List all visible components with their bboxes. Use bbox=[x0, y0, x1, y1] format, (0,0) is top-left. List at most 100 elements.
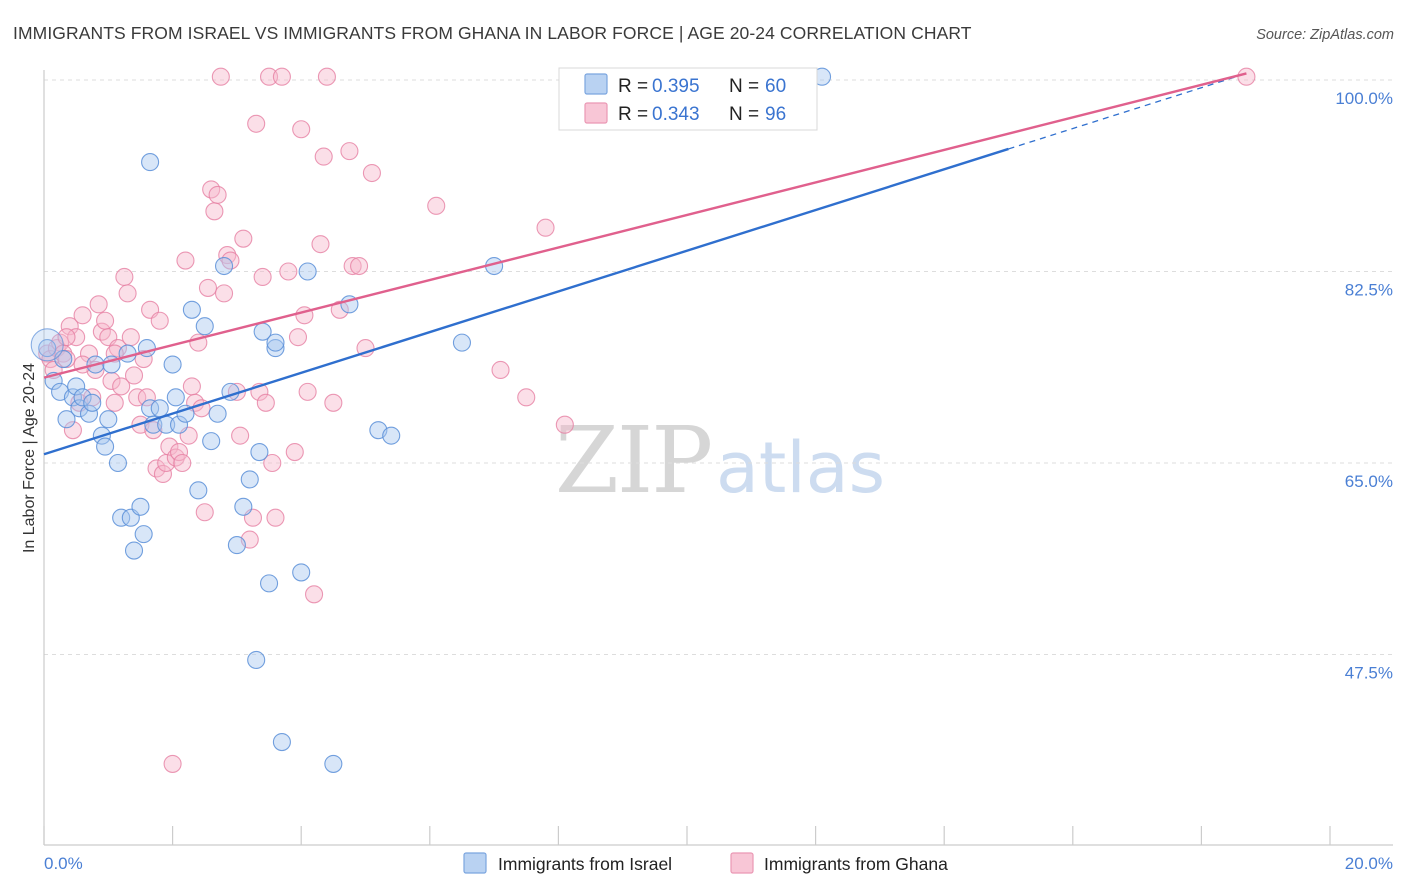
israel-point bbox=[182, 300, 201, 319]
ghana-point bbox=[150, 311, 169, 330]
ghana-point bbox=[298, 382, 317, 401]
ghana-point bbox=[256, 393, 275, 412]
israel-trend-extension bbox=[1008, 72, 1247, 150]
ghana-trend-line bbox=[43, 72, 1247, 379]
legend-ghana-label: Immigrants from Ghana bbox=[764, 854, 948, 874]
israel-point bbox=[166, 388, 185, 407]
ghana-point bbox=[1237, 67, 1256, 86]
israel-point bbox=[266, 339, 285, 358]
israel-point bbox=[298, 262, 317, 281]
ghana-point bbox=[73, 306, 92, 325]
chart-source: Source: ZipAtlas.com bbox=[1256, 27, 1394, 43]
ghana-point bbox=[195, 503, 214, 522]
israel-point bbox=[63, 388, 82, 407]
ghana-point bbox=[163, 754, 182, 773]
ghana-point bbox=[214, 284, 234, 303]
israel-point bbox=[83, 393, 102, 412]
ghana-point bbox=[272, 67, 291, 86]
ghana-point bbox=[89, 295, 108, 314]
israel-point bbox=[99, 410, 118, 429]
y-tick-label: 100.0% bbox=[1335, 89, 1393, 108]
ghana-point bbox=[176, 251, 195, 270]
ghana-point bbox=[211, 67, 230, 86]
chart-title: IMMIGRANTS FROM ISRAEL VS IMMIGRANTS FRO… bbox=[13, 23, 972, 43]
israel-point bbox=[108, 453, 127, 473]
ghana-legend-swatch bbox=[584, 102, 608, 124]
ghana-point bbox=[266, 508, 285, 527]
x-axis-ticks bbox=[43, 826, 1331, 845]
ghana-point bbox=[517, 388, 536, 407]
israel-point bbox=[214, 256, 234, 276]
ghana-point bbox=[118, 284, 137, 303]
ghana-point bbox=[288, 328, 308, 347]
x-tick-label-max: 20.0% bbox=[1345, 854, 1393, 873]
ghana-point bbox=[57, 328, 76, 347]
ghana-point bbox=[279, 262, 298, 281]
ghana-point bbox=[317, 67, 336, 86]
x-tick-label-min: 0.0% bbox=[44, 854, 83, 873]
ghana-point bbox=[112, 377, 131, 396]
watermark-atlas: atlas bbox=[716, 427, 885, 509]
ghana-point bbox=[263, 453, 282, 473]
ghana-point bbox=[253, 267, 272, 287]
israel-point bbox=[240, 470, 259, 489]
israel-point bbox=[259, 574, 279, 593]
israel-point bbox=[272, 732, 291, 752]
ghana-point bbox=[173, 453, 192, 473]
ghana-point bbox=[536, 218, 555, 237]
legend-israel-swatch bbox=[463, 852, 487, 874]
ghana-point bbox=[259, 67, 279, 86]
israel-point bbox=[134, 525, 153, 544]
y-tick-labels: 47.5% 65.0% 82.5% 100.0% bbox=[1335, 89, 1393, 683]
ghana-r-label: R = bbox=[618, 104, 648, 125]
israel-point bbox=[124, 541, 144, 560]
ghana-n-value: 96 bbox=[765, 104, 786, 125]
ghana-points bbox=[38, 67, 1256, 773]
israel-point bbox=[67, 377, 86, 396]
israel-point bbox=[150, 399, 169, 418]
israel-point bbox=[96, 437, 115, 456]
israel-point bbox=[112, 508, 131, 527]
ghana-point bbox=[96, 311, 115, 330]
israel-point bbox=[247, 650, 266, 670]
ghana-point bbox=[362, 163, 381, 183]
israel-point bbox=[195, 317, 214, 336]
ghana-point bbox=[311, 235, 330, 254]
y-tick-label: 47.5% bbox=[1345, 664, 1393, 683]
ghana-point bbox=[134, 349, 153, 369]
ghana-point bbox=[205, 202, 224, 221]
israel-r-value: 0.395 bbox=[652, 76, 700, 97]
israel-point bbox=[202, 432, 221, 451]
israel-point bbox=[118, 344, 137, 363]
ghana-point bbox=[340, 142, 359, 161]
ghana-point bbox=[218, 246, 237, 265]
ghana-point bbox=[38, 344, 57, 363]
ghana-point bbox=[67, 328, 86, 347]
ghana-point bbox=[153, 464, 173, 483]
israel-point bbox=[324, 754, 343, 773]
y-axis-label: In Labor Force | Age 20-24 bbox=[21, 363, 38, 553]
israel-legend-swatch bbox=[584, 73, 608, 95]
ghana-point bbox=[314, 147, 333, 166]
israel-point bbox=[208, 404, 227, 423]
israel-n-value: 60 bbox=[765, 76, 786, 97]
ghana-point bbox=[491, 360, 510, 380]
ghana-point bbox=[124, 366, 144, 385]
ghana-point bbox=[182, 377, 201, 396]
israel-trend-line bbox=[43, 147, 1009, 456]
ghana-point bbox=[169, 443, 189, 462]
series-legend: Immigrants from Israel Immigrants from G… bbox=[463, 852, 948, 874]
ghana-point bbox=[63, 421, 82, 440]
ghana-point bbox=[330, 300, 349, 319]
israel-point bbox=[38, 339, 57, 358]
israel-point bbox=[227, 536, 246, 555]
ghana-point bbox=[555, 415, 574, 434]
legend-israel-label: Immigrants from Israel bbox=[498, 854, 672, 874]
ghana-point bbox=[79, 344, 99, 363]
ghana-point bbox=[108, 339, 127, 358]
ghana-point bbox=[343, 256, 362, 276]
ghana-point bbox=[121, 328, 140, 347]
israel-point bbox=[292, 563, 311, 582]
israel-point bbox=[266, 333, 285, 352]
israel-point bbox=[141, 153, 160, 172]
